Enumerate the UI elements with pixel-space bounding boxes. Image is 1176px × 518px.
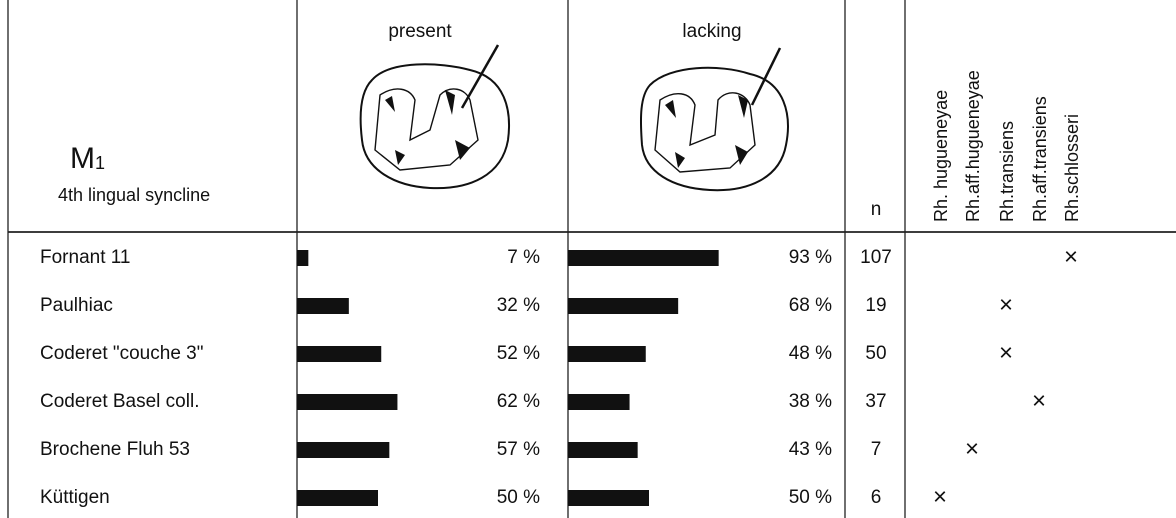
present-bar	[297, 394, 398, 410]
species-mark: ×	[999, 339, 1013, 366]
lacking-label: 50 %	[789, 487, 832, 508]
lacking-label: 93 %	[789, 247, 832, 268]
n-value: 7	[871, 439, 882, 460]
lacking-bar	[568, 394, 630, 410]
present-label: 52 %	[497, 343, 540, 364]
n-value: 50	[865, 343, 886, 364]
species-mark: ×	[1064, 243, 1078, 270]
species-label: Rh.aff.transiens	[1030, 96, 1050, 222]
present-label: 62 %	[497, 391, 540, 412]
lacking-label: 48 %	[789, 343, 832, 364]
present-label: 57 %	[497, 439, 540, 460]
col-lacking: lacking	[682, 21, 741, 42]
lacking-bar	[568, 490, 649, 506]
n-value: 107	[860, 247, 892, 268]
lacking-label: 38 %	[789, 391, 832, 412]
site-label: Coderet "couche 3"	[40, 343, 203, 364]
present-bar	[297, 442, 390, 458]
title: M1	[70, 142, 105, 175]
species-mark: ×	[965, 435, 979, 462]
n-value: 6	[871, 487, 882, 508]
present-bar	[297, 490, 378, 506]
species-label: Rh.schlosseri	[1062, 114, 1082, 222]
lacking-bar	[568, 250, 719, 266]
site-label: Küttigen	[40, 487, 110, 508]
species-label: Rh.aff.hugueneyae	[963, 70, 983, 222]
lacking-label: 68 %	[789, 295, 832, 316]
n-value: 19	[865, 295, 886, 316]
lacking-label: 43 %	[789, 439, 832, 460]
species-label: Rh. hugueneyae	[931, 90, 951, 222]
col-n: n	[871, 199, 882, 220]
tooth-present	[359, 44, 510, 190]
subtitle: 4th lingual syncline	[58, 185, 210, 205]
n-value: 37	[865, 391, 886, 412]
lacking-bar	[568, 442, 638, 458]
species-label: Rh.transiens	[997, 121, 1017, 222]
present-bar	[297, 250, 309, 266]
present-bar	[297, 298, 349, 314]
present-label: 50 %	[497, 487, 540, 508]
present-label: 7 %	[507, 247, 540, 268]
species-mark: ×	[1032, 387, 1046, 414]
site-label: Coderet Basel coll.	[40, 391, 199, 412]
site-label: Fornant 11	[40, 247, 130, 268]
species-mark: ×	[933, 483, 947, 510]
lacking-bar	[568, 346, 646, 362]
site-label: Paulhiac	[40, 295, 113, 316]
site-label: Brochene Fluh 53	[40, 439, 190, 460]
species-mark: ×	[999, 291, 1013, 318]
col-present: present	[388, 21, 452, 42]
present-bar	[297, 346, 382, 362]
present-label: 32 %	[497, 295, 540, 316]
lacking-bar	[568, 298, 679, 314]
tooth-lacking	[640, 47, 789, 192]
